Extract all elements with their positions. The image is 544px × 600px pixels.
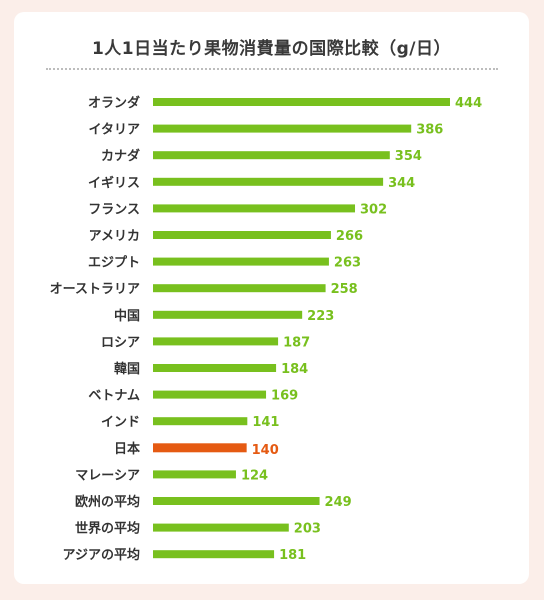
bar <box>153 310 303 319</box>
bar <box>153 98 450 106</box>
bar <box>153 417 248 426</box>
value-label: 169 <box>271 389 298 404</box>
chart-title: 1人1日当たり果物消費量の国際比較（g/日） <box>91 39 452 59</box>
category-label: マレーシア <box>75 468 140 483</box>
category-label: オランダ <box>88 95 140 111</box>
bar <box>153 337 279 346</box>
category-label: カナダ <box>101 148 140 164</box>
title-divider <box>46 68 498 70</box>
category-label: ロシア <box>101 335 140 350</box>
value-label: 203 <box>294 522 321 537</box>
category-label: オーストラリア <box>50 282 140 297</box>
value-label: 263 <box>334 256 361 271</box>
bar <box>153 177 384 186</box>
category-label: 韓国 <box>114 361 140 377</box>
bar <box>153 390 267 399</box>
bar <box>153 470 236 479</box>
bar <box>153 284 326 293</box>
bar <box>153 124 412 133</box>
category-label: エジプト <box>88 256 140 271</box>
chart-card: 1人1日当たり果物消費量の国際比較（g/日） <box>14 12 529 584</box>
category-label: 中国 <box>114 308 140 324</box>
value-label: 258 <box>331 282 358 297</box>
value-label: 249 <box>325 495 352 510</box>
bar <box>153 364 277 372</box>
category-label: イギリス <box>88 175 140 191</box>
value-label: 344 <box>388 176 415 191</box>
category-label: ベトナム <box>88 389 140 404</box>
bar-highlight <box>153 443 247 453</box>
value-label: 354 <box>395 149 422 164</box>
value-label: 444 <box>455 96 482 111</box>
value-label: 181 <box>279 548 306 563</box>
category-label: アメリカ <box>89 229 140 244</box>
value-label: 141 <box>252 415 279 430</box>
category-label: フランス <box>88 202 140 217</box>
value-label: 302 <box>360 202 387 217</box>
bar <box>153 523 289 532</box>
bar <box>153 497 320 505</box>
value-label: 266 <box>336 229 363 244</box>
category-label: イタリア <box>89 123 140 138</box>
bar <box>153 151 390 160</box>
value-label: 223 <box>307 309 334 324</box>
category-label: 欧州の平均 <box>75 494 140 510</box>
category-label: インド <box>101 415 140 430</box>
bar <box>153 257 329 266</box>
bar <box>153 204 356 213</box>
bar <box>153 231 331 239</box>
value-label: 124 <box>241 468 268 483</box>
value-label: 386 <box>416 123 443 138</box>
bar <box>153 550 275 559</box>
value-label: 140 <box>252 443 279 458</box>
category-label: 世界の平均 <box>75 521 140 537</box>
value-label: 187 <box>283 335 310 350</box>
value-label: 184 <box>281 362 308 377</box>
category-label: アジアの平均 <box>63 547 140 563</box>
category-label: 日本 <box>114 441 140 457</box>
